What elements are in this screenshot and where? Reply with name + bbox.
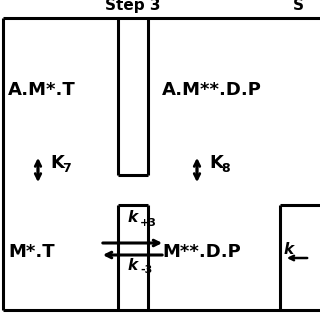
Text: Step 3: Step 3 [105, 0, 161, 13]
Text: k: k [128, 258, 138, 273]
Text: 7: 7 [62, 162, 71, 174]
Text: S: S [293, 0, 304, 13]
Text: -3: -3 [140, 265, 152, 275]
Text: A.M**.D.P: A.M**.D.P [162, 81, 262, 99]
Text: A.M*.T: A.M*.T [8, 81, 76, 99]
Text: M*.T: M*.T [8, 243, 55, 261]
Text: K: K [209, 154, 223, 172]
Text: k: k [128, 211, 138, 226]
Text: M**.D.P: M**.D.P [162, 243, 241, 261]
Text: 8: 8 [221, 162, 230, 174]
Text: K: K [50, 154, 64, 172]
Text: +3: +3 [140, 218, 157, 228]
Text: k: k [284, 243, 294, 258]
